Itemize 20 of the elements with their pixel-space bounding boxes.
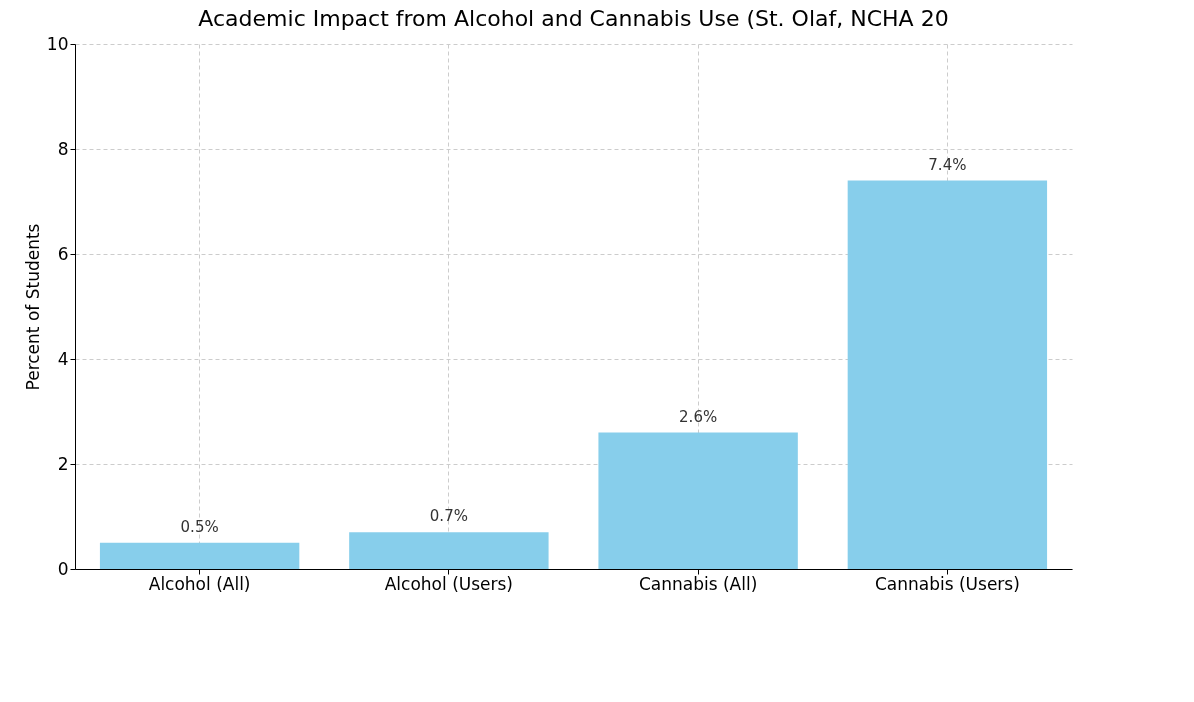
data-label: 2.6% bbox=[679, 407, 718, 426]
y-tick-label: 10 bbox=[46, 33, 69, 54]
bar bbox=[349, 532, 549, 569]
x-tick-label: Alcohol (All) bbox=[148, 573, 251, 594]
x-tick-label: Cannabis (All) bbox=[638, 573, 758, 594]
bar bbox=[598, 432, 798, 569]
y-tick-label: 6 bbox=[57, 243, 69, 264]
data-label: 7.4% bbox=[928, 155, 967, 174]
data-label: 0.7% bbox=[429, 507, 468, 526]
x-tick-label: Alcohol (Users) bbox=[384, 573, 514, 594]
y-axis-title: Percent of Students bbox=[22, 223, 43, 391]
x-tick-label: Cannabis (Users) bbox=[874, 573, 1020, 594]
y-tick-label: 2 bbox=[57, 453, 69, 474]
bar bbox=[847, 180, 1048, 569]
chart-title: Academic Impact from Alcohol and Cannabis Use (St. Olaf, NCHA 20 bbox=[198, 6, 949, 31]
y-tick-label: 0 bbox=[57, 558, 69, 579]
y-tick-label: 4 bbox=[57, 348, 69, 369]
y-tick-label: 8 bbox=[57, 138, 69, 159]
data-label: 0.5% bbox=[180, 517, 219, 536]
bar bbox=[99, 542, 300, 569]
